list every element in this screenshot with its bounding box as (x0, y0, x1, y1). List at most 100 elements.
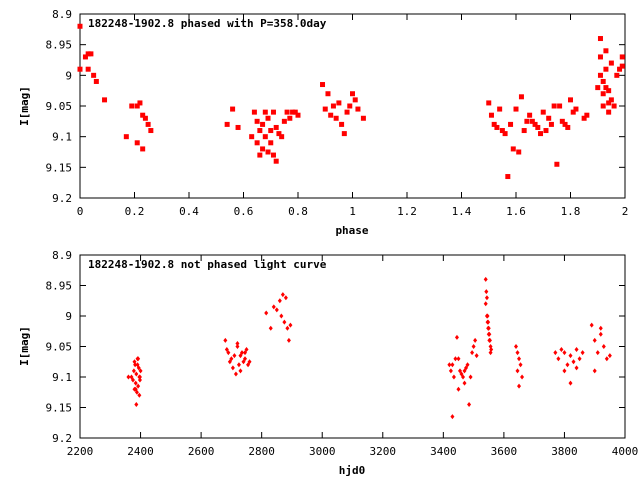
data-point (485, 319, 490, 325)
data-point (136, 356, 141, 362)
x-tick-label: 2 (622, 205, 629, 218)
data-point (548, 121, 554, 127)
data-point (347, 103, 353, 109)
data-point (270, 152, 276, 158)
data-point (600, 78, 606, 84)
data-point (603, 66, 609, 72)
data-point (565, 124, 571, 130)
data-point (595, 85, 601, 91)
data-point (606, 88, 612, 94)
data-point (592, 337, 597, 343)
data-point (474, 353, 479, 359)
data-point (283, 295, 288, 301)
y-tick-label: 9.1 (52, 131, 72, 144)
data-point (568, 380, 573, 386)
x-tick-label: 1.4 (452, 205, 472, 218)
data-point (140, 146, 146, 152)
data-point (140, 112, 146, 118)
data-point (456, 386, 461, 392)
data-point (524, 118, 530, 124)
data-point (535, 124, 541, 130)
data-point (270, 109, 276, 115)
data-point (238, 353, 243, 359)
data-point (137, 374, 142, 380)
y-tick-label: 8.95 (46, 280, 73, 293)
data-point (77, 23, 83, 29)
x-tick-label: 1.6 (506, 205, 526, 218)
data-point (559, 118, 565, 124)
data-point (265, 149, 271, 155)
data-point (148, 128, 154, 134)
x-tick-label: 2800 (248, 445, 275, 458)
data-point (123, 134, 129, 140)
data-point (330, 103, 336, 109)
data-point (268, 128, 274, 134)
data-point (589, 322, 594, 328)
x-tick-label: 3400 (430, 445, 457, 458)
data-point (264, 310, 269, 316)
data-point (598, 325, 603, 331)
x-tick-label: 0.6 (234, 205, 254, 218)
data-point (484, 313, 489, 319)
data-point (491, 121, 497, 127)
data-point (608, 60, 614, 66)
data-point (360, 115, 366, 121)
data-point (461, 374, 466, 380)
data-point (145, 121, 151, 127)
data-point (571, 359, 576, 365)
x-tick-labels: 2200 2400 2600 2800 3000 3200 3400 3600 3800 4000 (67, 255, 638, 458)
data-point (468, 374, 473, 380)
data-point (470, 350, 475, 356)
data-point (134, 401, 139, 407)
data-point (554, 161, 560, 167)
data-point (595, 350, 600, 356)
data-point (488, 112, 494, 118)
x-tick-label: 3200 (370, 445, 397, 458)
data-point (235, 344, 240, 349)
x-tick-label: 2400 (127, 445, 154, 458)
data-point (617, 66, 623, 72)
data-point (574, 365, 579, 371)
data-point (268, 325, 273, 331)
data-point (619, 54, 625, 60)
data-point (247, 359, 252, 365)
data-point (260, 121, 266, 127)
data-point (606, 109, 612, 115)
y-tick-label: 9 (65, 310, 72, 323)
data-point (333, 115, 339, 121)
data-point (574, 347, 579, 353)
x-tick-label: 3000 (309, 445, 336, 458)
data-point (102, 97, 108, 103)
data-points (77, 23, 625, 180)
data-point (483, 301, 488, 307)
data-point (235, 340, 240, 346)
data-point (450, 362, 455, 368)
data-point (603, 48, 609, 54)
data-point (510, 146, 516, 152)
data-point (285, 325, 290, 331)
data-points (126, 276, 612, 420)
data-point (295, 112, 301, 118)
data-point (581, 115, 587, 121)
data-point (499, 128, 505, 134)
data-point (521, 128, 527, 134)
data-point (238, 368, 243, 374)
data-point (486, 331, 491, 337)
y-tick-label: 9.05 (46, 100, 73, 113)
x-tick-labels: 0 0.2 0.4 0.6 0.8 1 1.2 1.4 1.6 1.8 2 (77, 14, 629, 218)
data-point (515, 368, 520, 374)
data-point (483, 276, 488, 282)
data-point (282, 319, 287, 325)
data-point (82, 54, 88, 60)
y-tick-label: 9.05 (46, 341, 73, 354)
data-point (516, 149, 522, 155)
data-point (288, 322, 293, 328)
data-point (473, 337, 478, 343)
x-tick-label: 0.8 (288, 205, 308, 218)
data-point (518, 94, 524, 100)
x-tick-label: 1 (349, 205, 356, 218)
x-tick-label: 0.4 (179, 205, 199, 218)
data-point (448, 368, 453, 374)
x-axis-label: phase (335, 224, 368, 237)
data-point (254, 140, 260, 146)
